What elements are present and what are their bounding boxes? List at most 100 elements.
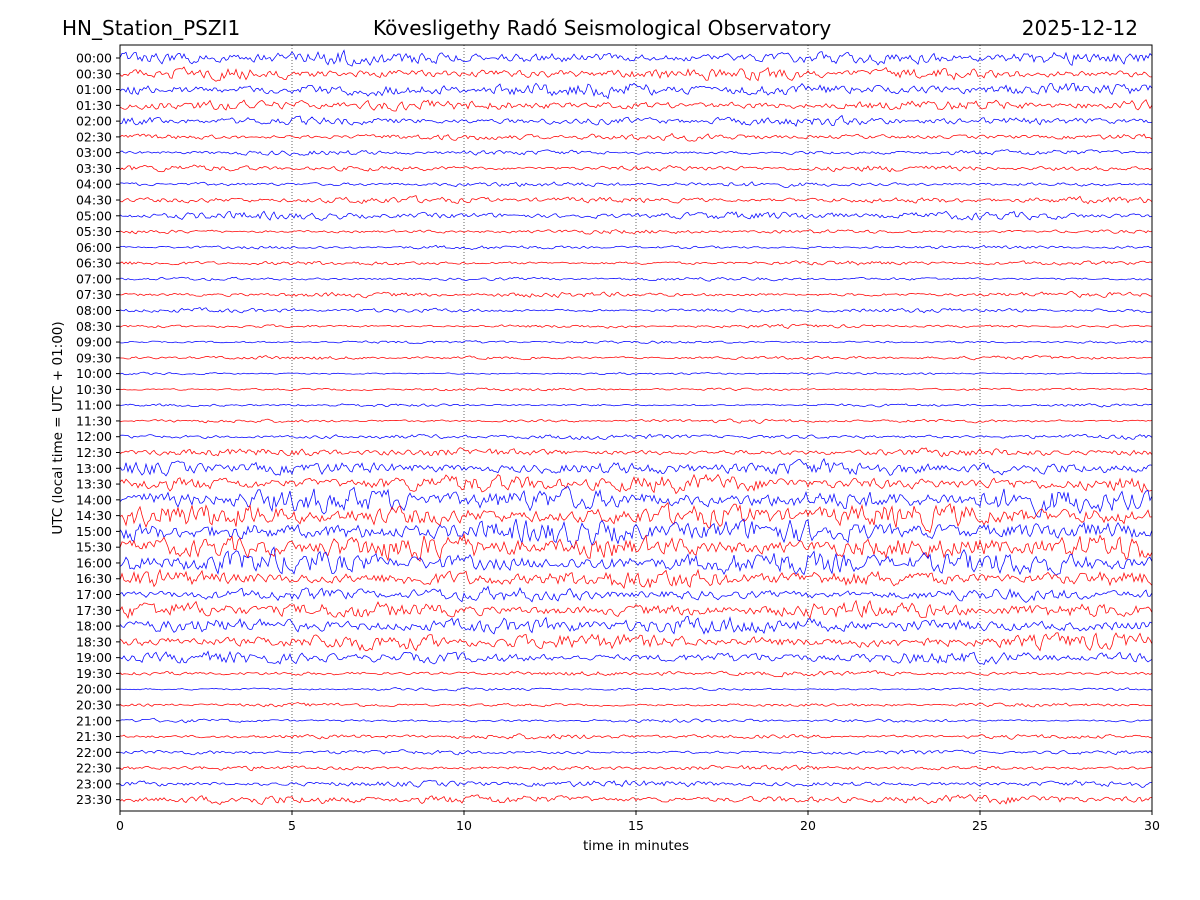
- y-tick-label: 05:00: [76, 208, 112, 223]
- trace-line: [119, 244, 1153, 250]
- trace-line: [119, 794, 1153, 806]
- trace-line: [119, 195, 1153, 205]
- trace-line: [119, 599, 1153, 620]
- trace-line: [119, 403, 1153, 408]
- trace-line: [119, 532, 1153, 562]
- y-tick-label: 10:30: [76, 382, 112, 397]
- y-tick-label: 20:30: [76, 697, 112, 712]
- y-tick-label: 03:30: [76, 161, 112, 176]
- trace-line: [119, 687, 1153, 692]
- y-tick-label: 01:00: [76, 82, 112, 97]
- y-tick-label: 22:30: [76, 761, 112, 776]
- y-tick-label: 00:30: [76, 66, 112, 81]
- y-tick-label: 12:00: [76, 429, 112, 444]
- y-axis-ticks: 00:0000:3001:0001:3002:0002:3003:0003:30…: [76, 51, 120, 807]
- trace-line: [119, 132, 1153, 142]
- y-tick-label: 01:30: [76, 98, 112, 113]
- y-tick-label: 11:00: [76, 398, 112, 413]
- trace-line: [119, 702, 1153, 708]
- trace-line: [119, 210, 1153, 221]
- trace-line: [119, 340, 1153, 344]
- y-tick-label: 14:30: [76, 508, 112, 523]
- trace-line: [119, 501, 1153, 534]
- trace-line: [119, 49, 1153, 67]
- trace-line: [119, 418, 1153, 424]
- chart-title: Kövesligethy Radó Seismological Observat…: [373, 16, 832, 40]
- trace-line: [119, 733, 1153, 740]
- trace-line: [119, 66, 1153, 82]
- y-tick-label: 13:00: [76, 461, 112, 476]
- station-title: HN_Station_PSZI1: [62, 16, 241, 40]
- y-tick-label: 19:30: [76, 666, 112, 681]
- y-tick-label: 04:00: [76, 177, 112, 192]
- trace-line: [119, 779, 1153, 788]
- trace-line: [119, 149, 1153, 157]
- grid-lines: [291, 45, 981, 811]
- y-tick-label: 09:30: [76, 350, 112, 365]
- x-tick-label: 25: [972, 818, 988, 833]
- trace-line: [119, 99, 1153, 112]
- y-tick-label: 16:00: [76, 555, 112, 570]
- trace-line: [119, 447, 1153, 458]
- trace-line: [119, 486, 1153, 518]
- trace-line: [119, 546, 1153, 576]
- y-tick-label: 14:00: [76, 492, 112, 507]
- y-tick-label: 04:30: [76, 193, 112, 208]
- y-tick-label: 17:30: [76, 603, 112, 618]
- y-tick-label: 05:30: [76, 224, 112, 239]
- y-tick-label: 20:00: [76, 682, 112, 697]
- trace-line: [119, 650, 1153, 665]
- trace-line: [119, 632, 1153, 652]
- y-tick-label: 02:00: [76, 114, 112, 129]
- x-tick-label: 10: [456, 818, 472, 833]
- y-tick-label: 08:00: [76, 303, 112, 318]
- date-title: 2025-12-12: [1021, 16, 1138, 40]
- trace-line: [119, 229, 1153, 235]
- y-tick-label: 12:30: [76, 445, 112, 460]
- trace-line: [119, 181, 1153, 188]
- trace-line: [119, 387, 1153, 392]
- x-tick-label: 15: [628, 818, 644, 833]
- y-tick-label: 07:30: [76, 287, 112, 302]
- trace-line: [119, 355, 1153, 361]
- y-axis-label: UTC (local time = UTC + 01:00): [50, 321, 66, 534]
- trace-line: [119, 433, 1153, 441]
- trace-line: [119, 749, 1153, 756]
- y-tick-label: 13:30: [76, 477, 112, 492]
- y-tick-label: 18:00: [76, 619, 112, 634]
- y-tick-label: 11:30: [76, 413, 112, 428]
- y-tick-label: 23:00: [76, 776, 112, 791]
- x-axis-ticks: 0 5 10 15 20 25 30: [116, 811, 1160, 833]
- trace-line: [119, 568, 1153, 589]
- trace-line: [119, 323, 1153, 329]
- y-tick-label: 08:30: [76, 319, 112, 334]
- y-tick-label: 07:00: [76, 271, 112, 286]
- trace-line: [119, 615, 1153, 635]
- y-tick-label: 10:00: [76, 366, 112, 381]
- trace-line: [119, 473, 1153, 495]
- trace-line: [119, 307, 1153, 314]
- y-tick-label: 02:30: [76, 129, 112, 144]
- y-tick-label: 19:00: [76, 650, 112, 665]
- trace-line: [119, 276, 1153, 282]
- trace-line: [119, 717, 1153, 724]
- y-tick-label: 18:30: [76, 634, 112, 649]
- y-tick-label: 16:30: [76, 571, 112, 586]
- y-tick-label: 03:00: [76, 145, 112, 160]
- trace-line: [119, 518, 1153, 550]
- trace-line: [119, 457, 1153, 477]
- trace-line: [119, 260, 1153, 266]
- seismic-traces: [119, 49, 1153, 806]
- y-tick-label: 21:30: [76, 729, 112, 744]
- y-tick-label: 17:00: [76, 587, 112, 602]
- y-tick-label: 00:00: [76, 51, 112, 66]
- y-tick-label: 06:30: [76, 256, 112, 271]
- y-tick-label: 15:00: [76, 524, 112, 539]
- y-tick-label: 06:00: [76, 240, 112, 255]
- y-tick-label: 22:00: [76, 745, 112, 760]
- x-tick-label: 20: [800, 818, 816, 833]
- y-tick-label: 15:30: [76, 540, 112, 555]
- y-tick-label: 21:00: [76, 713, 112, 728]
- x-tick-label: 0: [116, 818, 124, 833]
